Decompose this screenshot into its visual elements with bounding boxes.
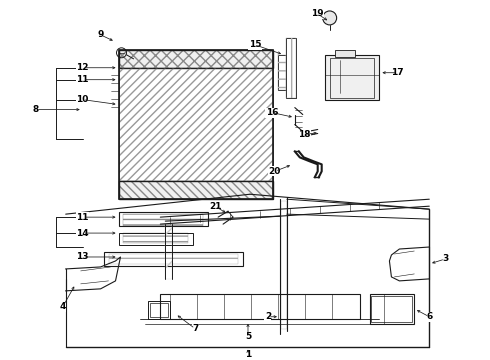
Text: 5: 5 [245,332,251,341]
Bar [286,38,296,98]
Bar [123,233,188,243]
Text: 6: 6 [426,312,432,321]
Bar [119,233,193,245]
Text: 21: 21 [209,202,221,211]
Bar [286,38,296,98]
Bar [119,68,273,181]
Bar [119,50,273,199]
Bar [371,296,413,322]
Bar [165,224,172,279]
Text: 10: 10 [76,95,89,104]
Text: 20: 20 [269,167,281,176]
Bar [119,50,273,68]
Bar [103,252,243,266]
Text: 14: 14 [76,229,89,238]
Text: 13: 13 [76,252,89,261]
Bar [119,181,273,199]
Bar [369,294,415,324]
Circle shape [323,11,337,25]
Bar [278,55,286,90]
Bar [278,55,286,90]
Bar [325,55,379,100]
Text: 17: 17 [391,68,404,77]
Bar [119,181,273,199]
Bar [109,254,238,264]
Bar [123,214,203,226]
Bar [335,50,355,57]
Text: 9: 9 [98,30,104,39]
Text: 3: 3 [442,255,448,264]
Text: 7: 7 [192,324,198,333]
Bar [330,58,374,98]
Text: 1: 1 [245,350,251,359]
Text: 4: 4 [59,302,66,311]
Bar [148,301,171,319]
Text: 15: 15 [249,40,261,49]
Bar [119,212,208,226]
Text: 11: 11 [76,213,89,222]
Text: 19: 19 [312,9,324,18]
Text: 18: 18 [298,130,311,139]
Text: 11: 11 [76,75,89,84]
Text: 8: 8 [33,105,39,114]
Bar [281,201,287,329]
Bar [119,68,273,181]
Bar [150,303,168,317]
Text: 16: 16 [266,108,278,117]
Bar [119,50,273,68]
Text: 2: 2 [265,312,271,321]
Text: 12: 12 [76,63,89,72]
Bar [160,294,360,319]
